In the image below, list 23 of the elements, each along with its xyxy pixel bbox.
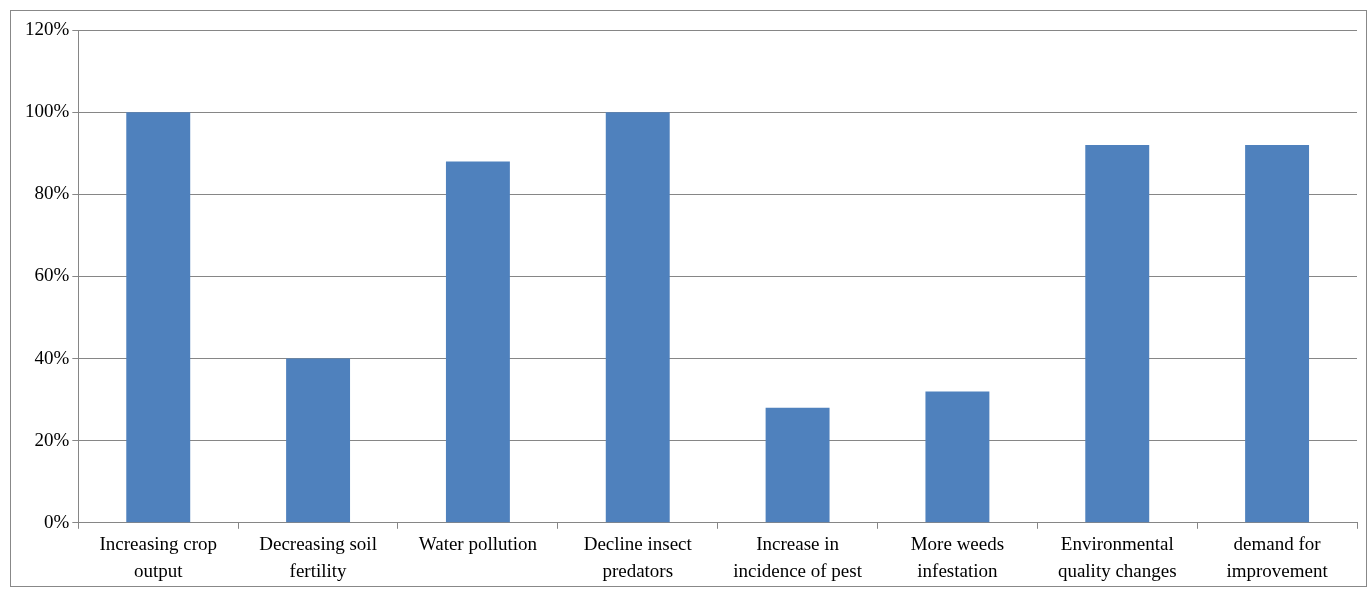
x-tick-label: Increase in incidence of pest	[733, 533, 863, 581]
bar	[445, 161, 510, 523]
bar	[286, 358, 351, 523]
x-tick-label: Decreasing soil fertility	[259, 533, 377, 581]
y-tick-label: 40%	[34, 346, 70, 368]
bar	[605, 112, 670, 523]
y-tick-label: 20%	[34, 428, 70, 450]
y-tick-label: 60%	[34, 264, 70, 286]
x-tick-label: demand for improvement	[1226, 533, 1329, 581]
y-tick-label: 120%	[25, 17, 70, 39]
bar	[1085, 144, 1150, 523]
x-tick-label: Decline insect predators	[583, 533, 693, 581]
x-tick-label: Water pollution	[418, 533, 538, 555]
bar	[1245, 144, 1310, 523]
bar	[765, 407, 830, 523]
bar	[925, 391, 990, 523]
y-tick-label: 0%	[44, 510, 70, 532]
x-tick-label: Environmental quality changes	[1057, 533, 1177, 581]
bar	[126, 112, 191, 523]
y-tick-label: 100%	[25, 100, 70, 122]
x-tick-label: More weeds infestation	[910, 533, 1005, 581]
y-tick-label: 80%	[34, 182, 70, 204]
x-tick-label: Increasing crop output	[99, 533, 218, 581]
